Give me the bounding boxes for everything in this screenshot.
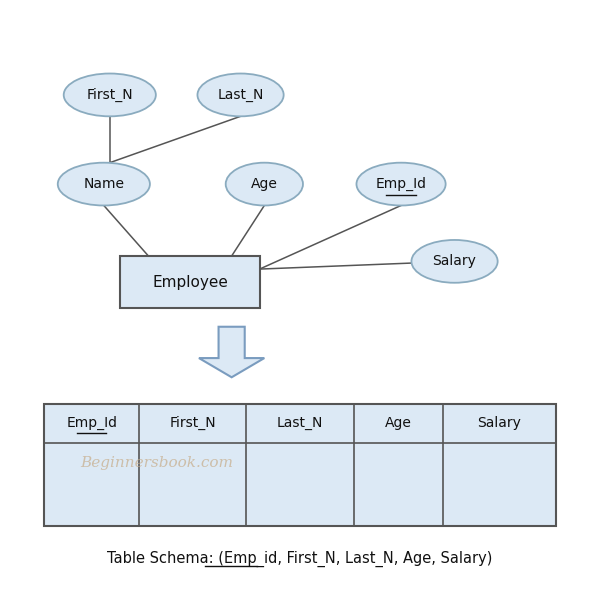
FancyBboxPatch shape <box>120 256 260 308</box>
FancyBboxPatch shape <box>44 404 556 526</box>
Text: Salary: Salary <box>478 416 521 430</box>
Ellipse shape <box>197 74 284 116</box>
Text: Emp_Id: Emp_Id <box>66 416 117 430</box>
Text: Last_N: Last_N <box>277 416 323 430</box>
Text: Last_N: Last_N <box>217 88 264 102</box>
Ellipse shape <box>58 163 150 205</box>
Text: Beginnersbook.com: Beginnersbook.com <box>80 457 233 470</box>
Text: Emp_Id: Emp_Id <box>376 177 427 191</box>
Text: Table Schema: (Emp_id, First_N, Last_N, Age, Salary): Table Schema: (Emp_id, First_N, Last_N, … <box>107 550 493 566</box>
Ellipse shape <box>412 240 497 283</box>
Text: First_N: First_N <box>86 88 133 102</box>
Ellipse shape <box>64 74 156 116</box>
Ellipse shape <box>226 163 303 205</box>
Text: Name: Name <box>83 177 124 191</box>
Polygon shape <box>199 327 265 377</box>
Text: First_N: First_N <box>169 416 216 430</box>
Text: Employee: Employee <box>152 275 228 290</box>
Text: Salary: Salary <box>433 254 476 268</box>
Text: Age: Age <box>385 416 412 430</box>
Ellipse shape <box>356 163 446 205</box>
Text: Age: Age <box>251 177 278 191</box>
